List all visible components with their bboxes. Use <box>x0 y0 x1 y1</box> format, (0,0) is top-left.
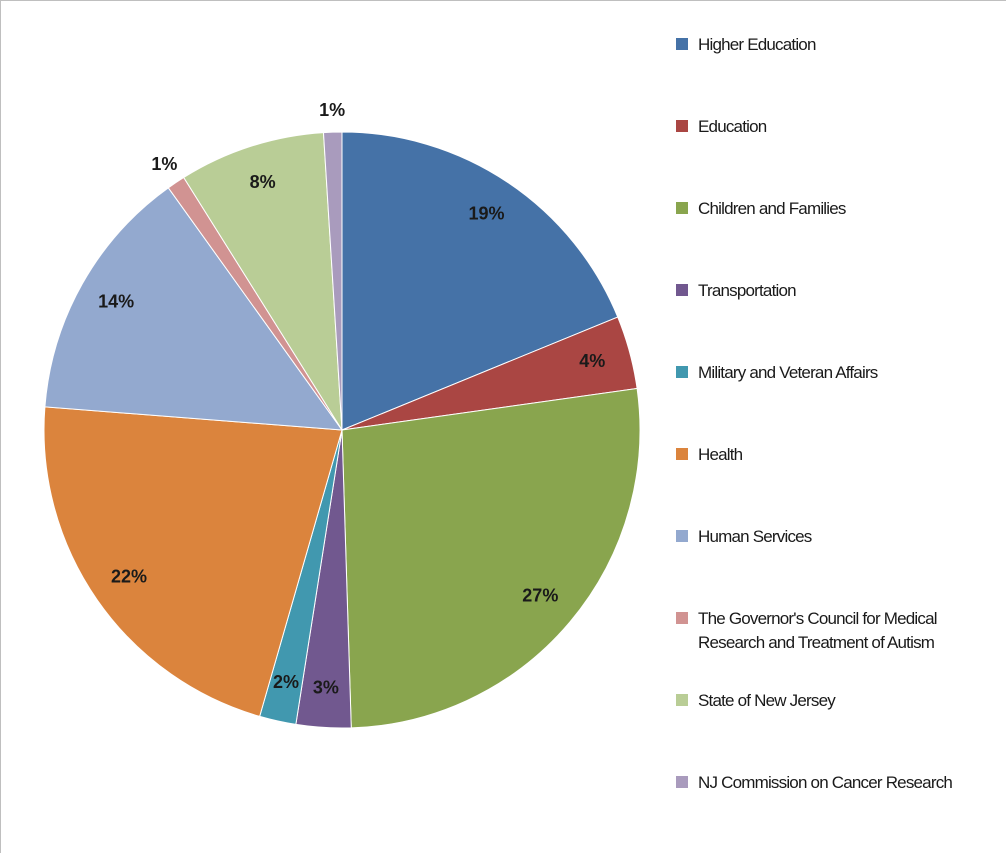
data-label: 27% <box>522 586 558 606</box>
legend-item: The Governor's Council for Medical Resea… <box>676 607 1006 655</box>
legend-item: Transportation <box>676 279 1006 303</box>
pie-slice <box>322 131 343 431</box>
legend-label: The Governor's Council for Medical Resea… <box>698 609 938 652</box>
legend-swatch <box>676 448 688 460</box>
data-label: 3% <box>313 678 339 698</box>
legend-item: Health <box>676 443 1006 467</box>
pie-slice <box>341 131 619 431</box>
data-label: 22% <box>111 567 147 587</box>
legend-label: Health <box>698 445 743 464</box>
pie-slice <box>183 132 343 431</box>
data-label: 4% <box>579 351 605 371</box>
legend-swatch <box>676 776 688 788</box>
data-label: 1% <box>319 100 345 120</box>
legend-swatch <box>676 612 688 624</box>
legend-swatch <box>676 366 688 378</box>
legend-item: Education <box>676 115 1006 139</box>
legend-swatch <box>676 120 688 132</box>
legend-item: Children and Families <box>676 197 1006 221</box>
legend-label: NJ Commission on Cancer Research <box>698 773 953 792</box>
legend-swatch <box>676 38 688 50</box>
data-label: 2% <box>273 672 299 692</box>
legend-item: NJ Commission on Cancer Research <box>676 771 1006 795</box>
legend-item: State of New Jersey <box>676 689 1006 713</box>
legend-swatch <box>676 694 688 706</box>
legend-label: Transportation <box>698 281 797 300</box>
legend-label: Children and Families <box>698 199 846 218</box>
pie-slice <box>44 187 344 431</box>
data-label: 8% <box>250 172 276 192</box>
legend-swatch <box>676 202 688 214</box>
legend-item: Higher Education <box>676 33 1006 57</box>
legend-label: Education <box>698 117 767 136</box>
pie-slice <box>43 406 343 718</box>
legend-item: Military and Veteran Affairs <box>676 361 1006 385</box>
data-label: 19% <box>468 203 504 223</box>
legend-label: Higher Education <box>698 35 816 54</box>
data-label: 14% <box>98 291 134 311</box>
legend-label: State of New Jersey <box>698 691 836 710</box>
data-label: 1% <box>151 154 177 174</box>
legend-label: Human Services <box>698 527 812 546</box>
pie-slice <box>341 387 641 729</box>
legend-label: Military and Veteran Affairs <box>698 363 878 382</box>
legend-swatch <box>676 284 688 296</box>
legend-swatch <box>676 530 688 542</box>
legend-item: Human Services <box>676 525 1006 549</box>
